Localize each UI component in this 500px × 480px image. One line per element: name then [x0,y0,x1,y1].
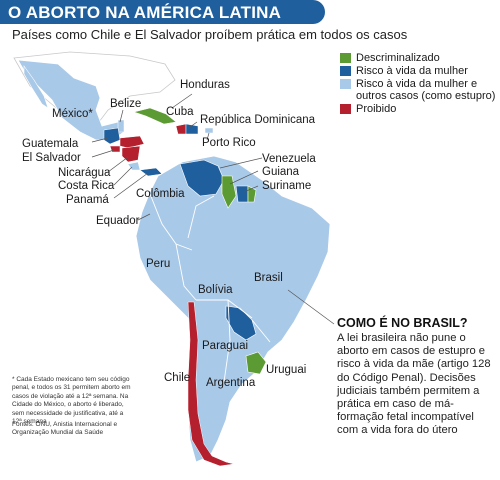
label-panama: Panamá [66,194,109,206]
label-suriname: Suriname [262,180,312,192]
legend-item-decriminalized: Descriminalizado [340,52,498,64]
legend-swatch [340,104,351,114]
page-subtitle: Países como Chile e El Salvador proíbem … [12,27,408,42]
legend-item-prohibited: Proibido [340,103,498,115]
label-guatemala: Guatemala [22,138,79,150]
frenchguiana-shape [247,185,257,203]
legend-label: Risco à vida da mulher e outros casos (c… [356,78,496,102]
label-honduras: Honduras [180,79,230,91]
sources: Fontes: ONU, Anistia Internacional e Org… [12,421,118,437]
suriname-shape [235,185,249,203]
label-belize: Belize [110,98,142,110]
haiti-shape [175,123,187,135]
page-title: O ABORTO NA AMÉRICA LATINA [8,3,282,22]
puertorico-shape [204,127,214,134]
uruguay-shape [245,351,267,375]
panama-shape [139,167,163,177]
label-venezuela: Venezuela [262,153,316,165]
honduras-shape [119,135,145,149]
label-colombia: Colômbia [136,188,185,200]
label-puerto-rico: Porto Rico [202,137,256,149]
legend: Descriminalizado Risco à vida da mulher … [340,52,498,116]
legend-label: Proibido [356,103,397,115]
belize-shape [117,119,125,133]
legend-swatch [340,66,351,76]
legend-item-risk-life: Risco à vida da mulher [340,65,498,77]
label-cuba: Cuba [166,106,194,118]
label-nicaragua: Nicarágua [58,167,111,179]
legend-swatch [340,79,351,89]
cuba-shape [133,107,177,125]
label-costa-rica: Costa Rica [58,180,115,192]
legend-label: Descriminalizado [356,52,440,64]
chile-shape [187,301,235,467]
dominican-shape [185,123,199,135]
legend-item-risk-life-other: Risco à vida da mulher e outros casos (c… [340,78,498,102]
label-peru: Peru [146,258,171,270]
label-chile: Chile [164,372,191,384]
leader-lines [91,93,335,325]
label-brazil: Brasil [254,272,283,284]
baja-shape [23,65,49,109]
label-uruguay: Uruguai [266,364,307,376]
label-mexico: México* [52,108,93,120]
guatemala-shape [103,127,121,145]
guyana-shape [221,175,237,209]
footnote: * Cada Estado mexicano tem seu código pe… [12,376,131,426]
label-guyana: Guiana [262,166,300,178]
brazil-callout-text: A lei brasileira não pune o aborto em ca… [337,332,491,437]
label-paraguay: Paraguai [202,340,249,352]
legend-label: Risco à vida da mulher [356,65,468,77]
title-bar: O ABORTO NA AMÉRICA LATINA [0,0,325,24]
venezuela-shape [179,159,225,197]
label-argentina: Argentina [206,377,256,389]
label-bolivia: Bolívia [198,284,233,296]
label-dominican: República Dominicana [200,114,316,126]
label-ecuador: Equador [96,215,140,227]
brazil-callout: COMO É NO BRASIL? A lei brasileira não p… [337,316,495,438]
brazil-callout-heading: COMO É NO BRASIL? [337,316,468,330]
legend-swatch [340,53,351,63]
borders [149,193,271,383]
label-el-salvador: El Salvador [22,152,81,164]
